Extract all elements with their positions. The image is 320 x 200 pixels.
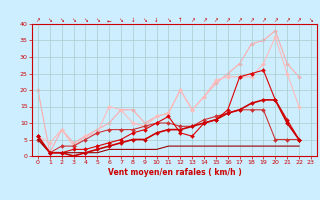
X-axis label: Vent moyen/en rafales ( km/h ): Vent moyen/en rafales ( km/h ) — [108, 168, 241, 177]
